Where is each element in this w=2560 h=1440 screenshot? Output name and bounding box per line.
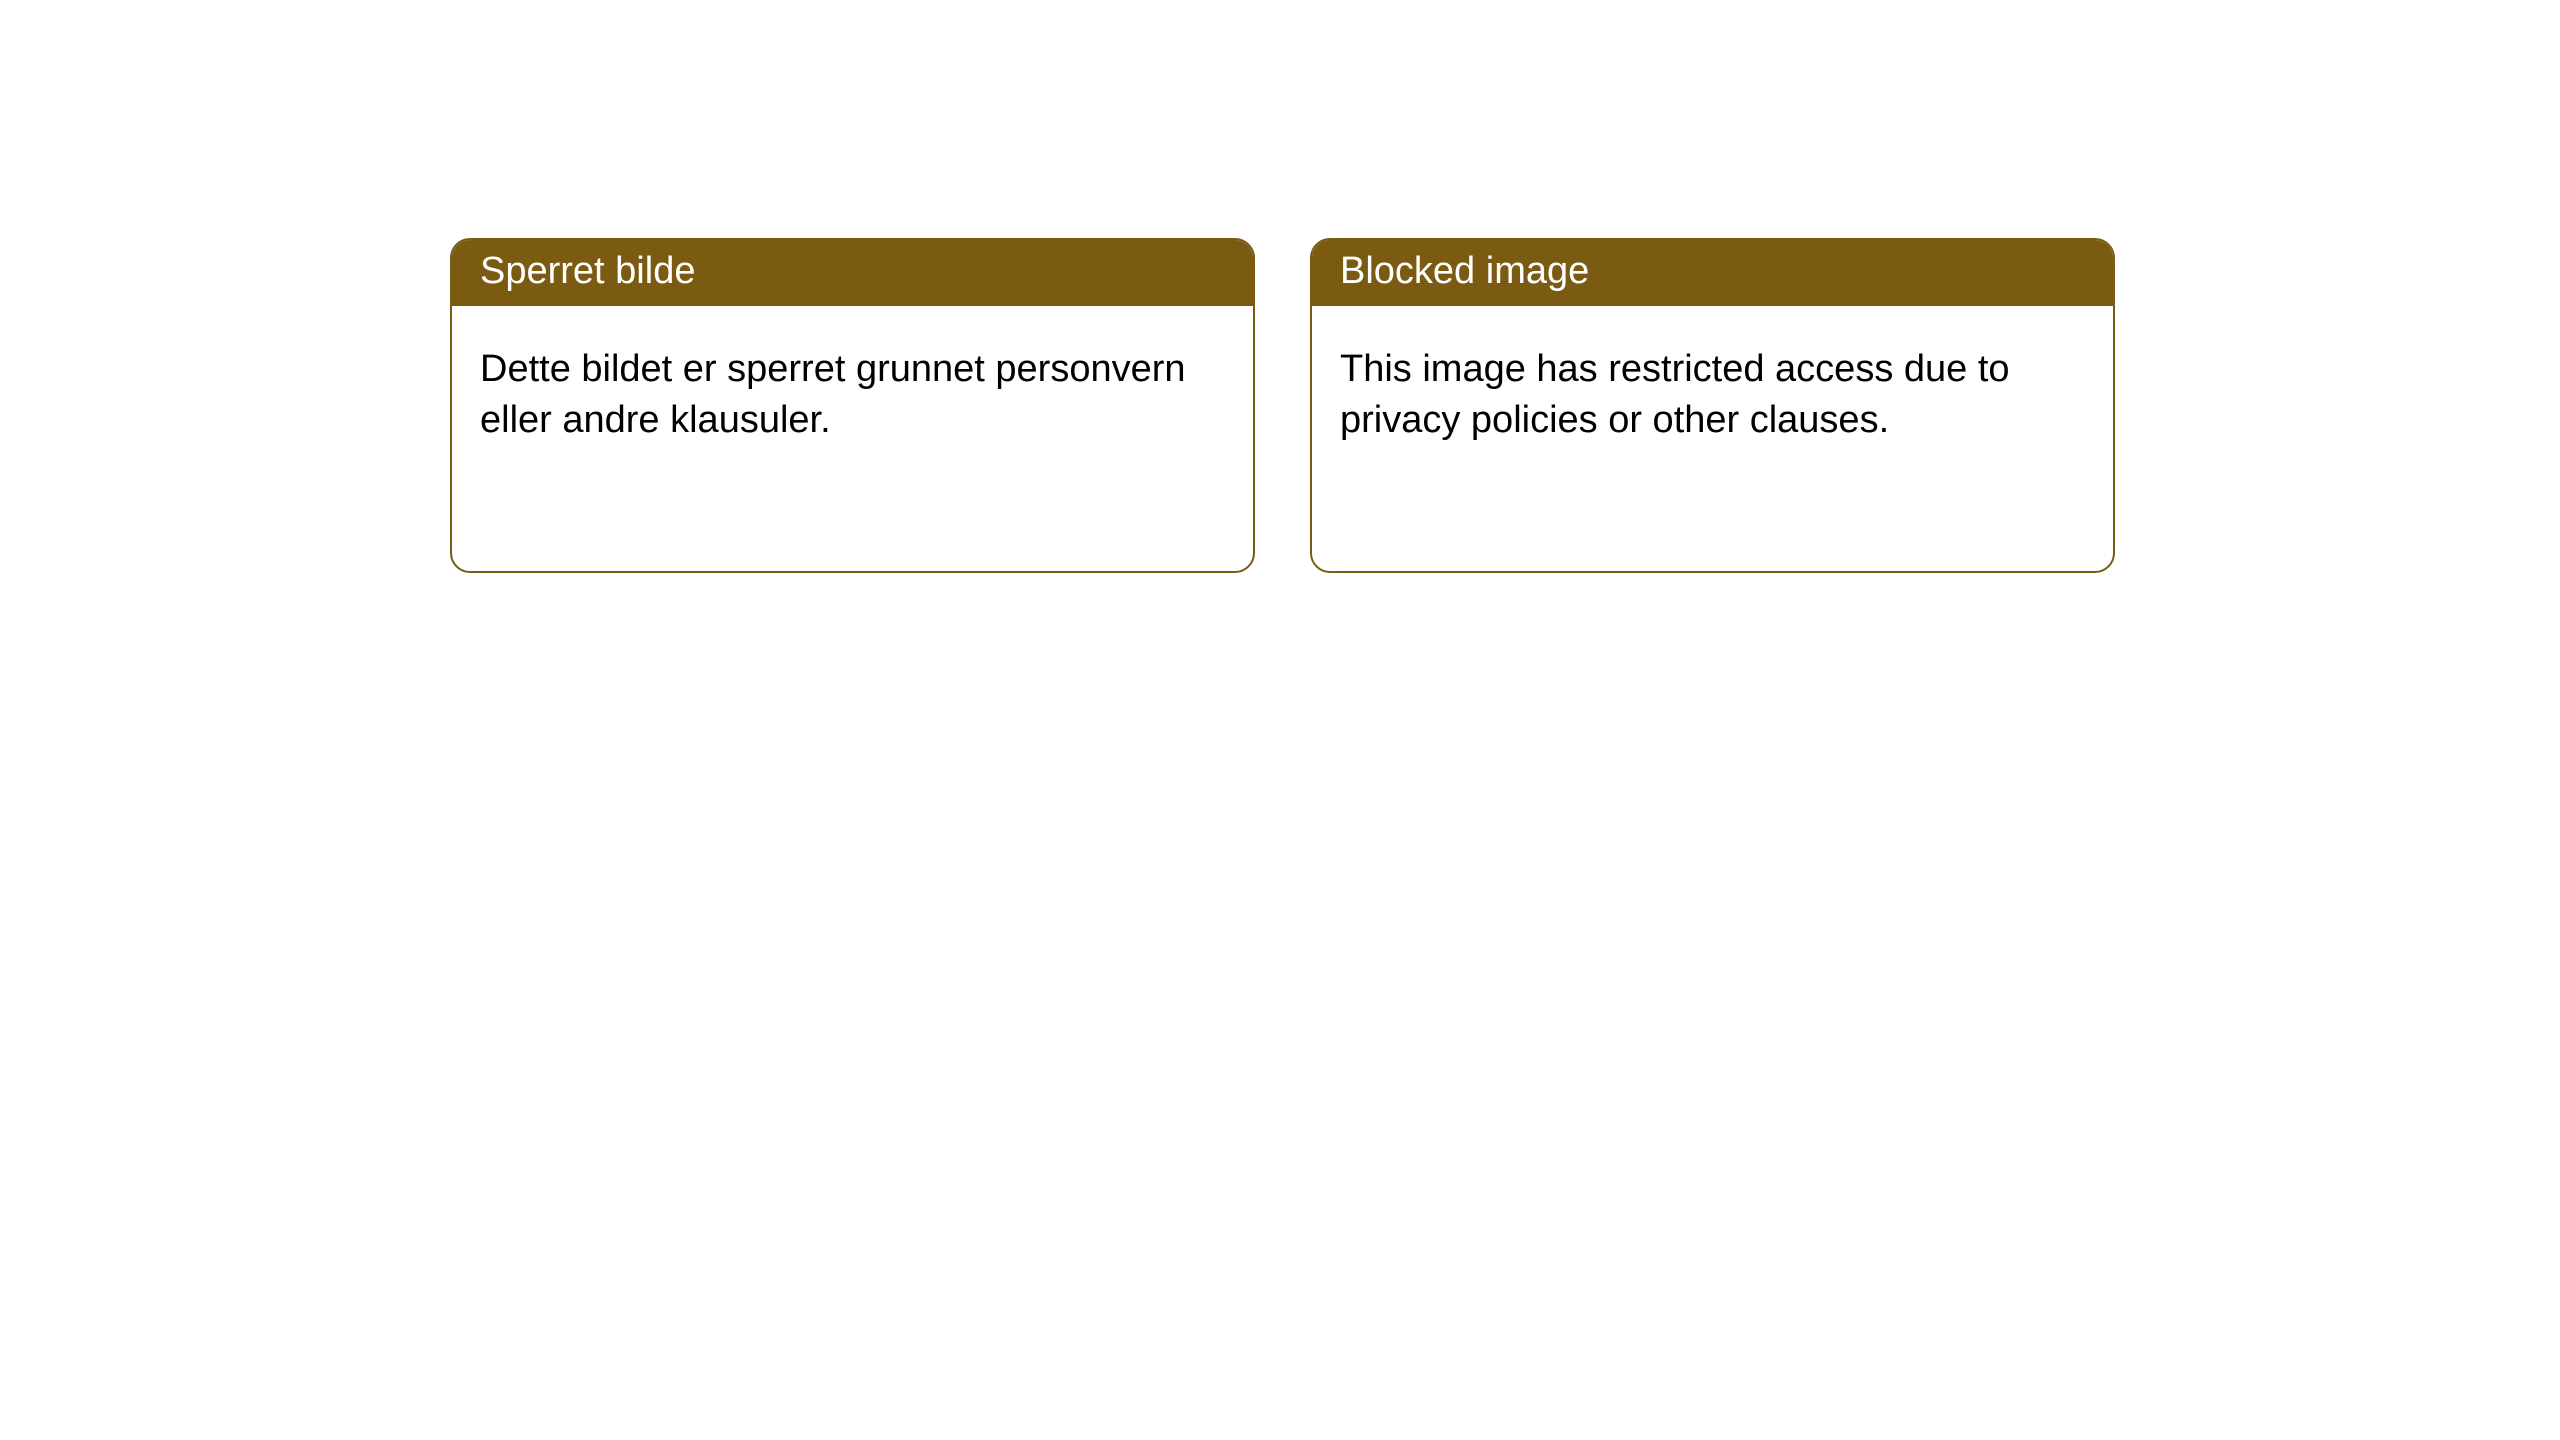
notice-header: Sperret bilde [452, 240, 1253, 306]
notice-card-norwegian: Sperret bilde Dette bildet er sperret gr… [450, 238, 1255, 573]
notice-card-english: Blocked image This image has restricted … [1310, 238, 2115, 573]
notice-body: This image has restricted access due to … [1312, 306, 2113, 485]
notice-header: Blocked image [1312, 240, 2113, 306]
notice-container: Sperret bilde Dette bildet er sperret gr… [0, 0, 2560, 573]
notice-body: Dette bildet er sperret grunnet personve… [452, 306, 1253, 485]
